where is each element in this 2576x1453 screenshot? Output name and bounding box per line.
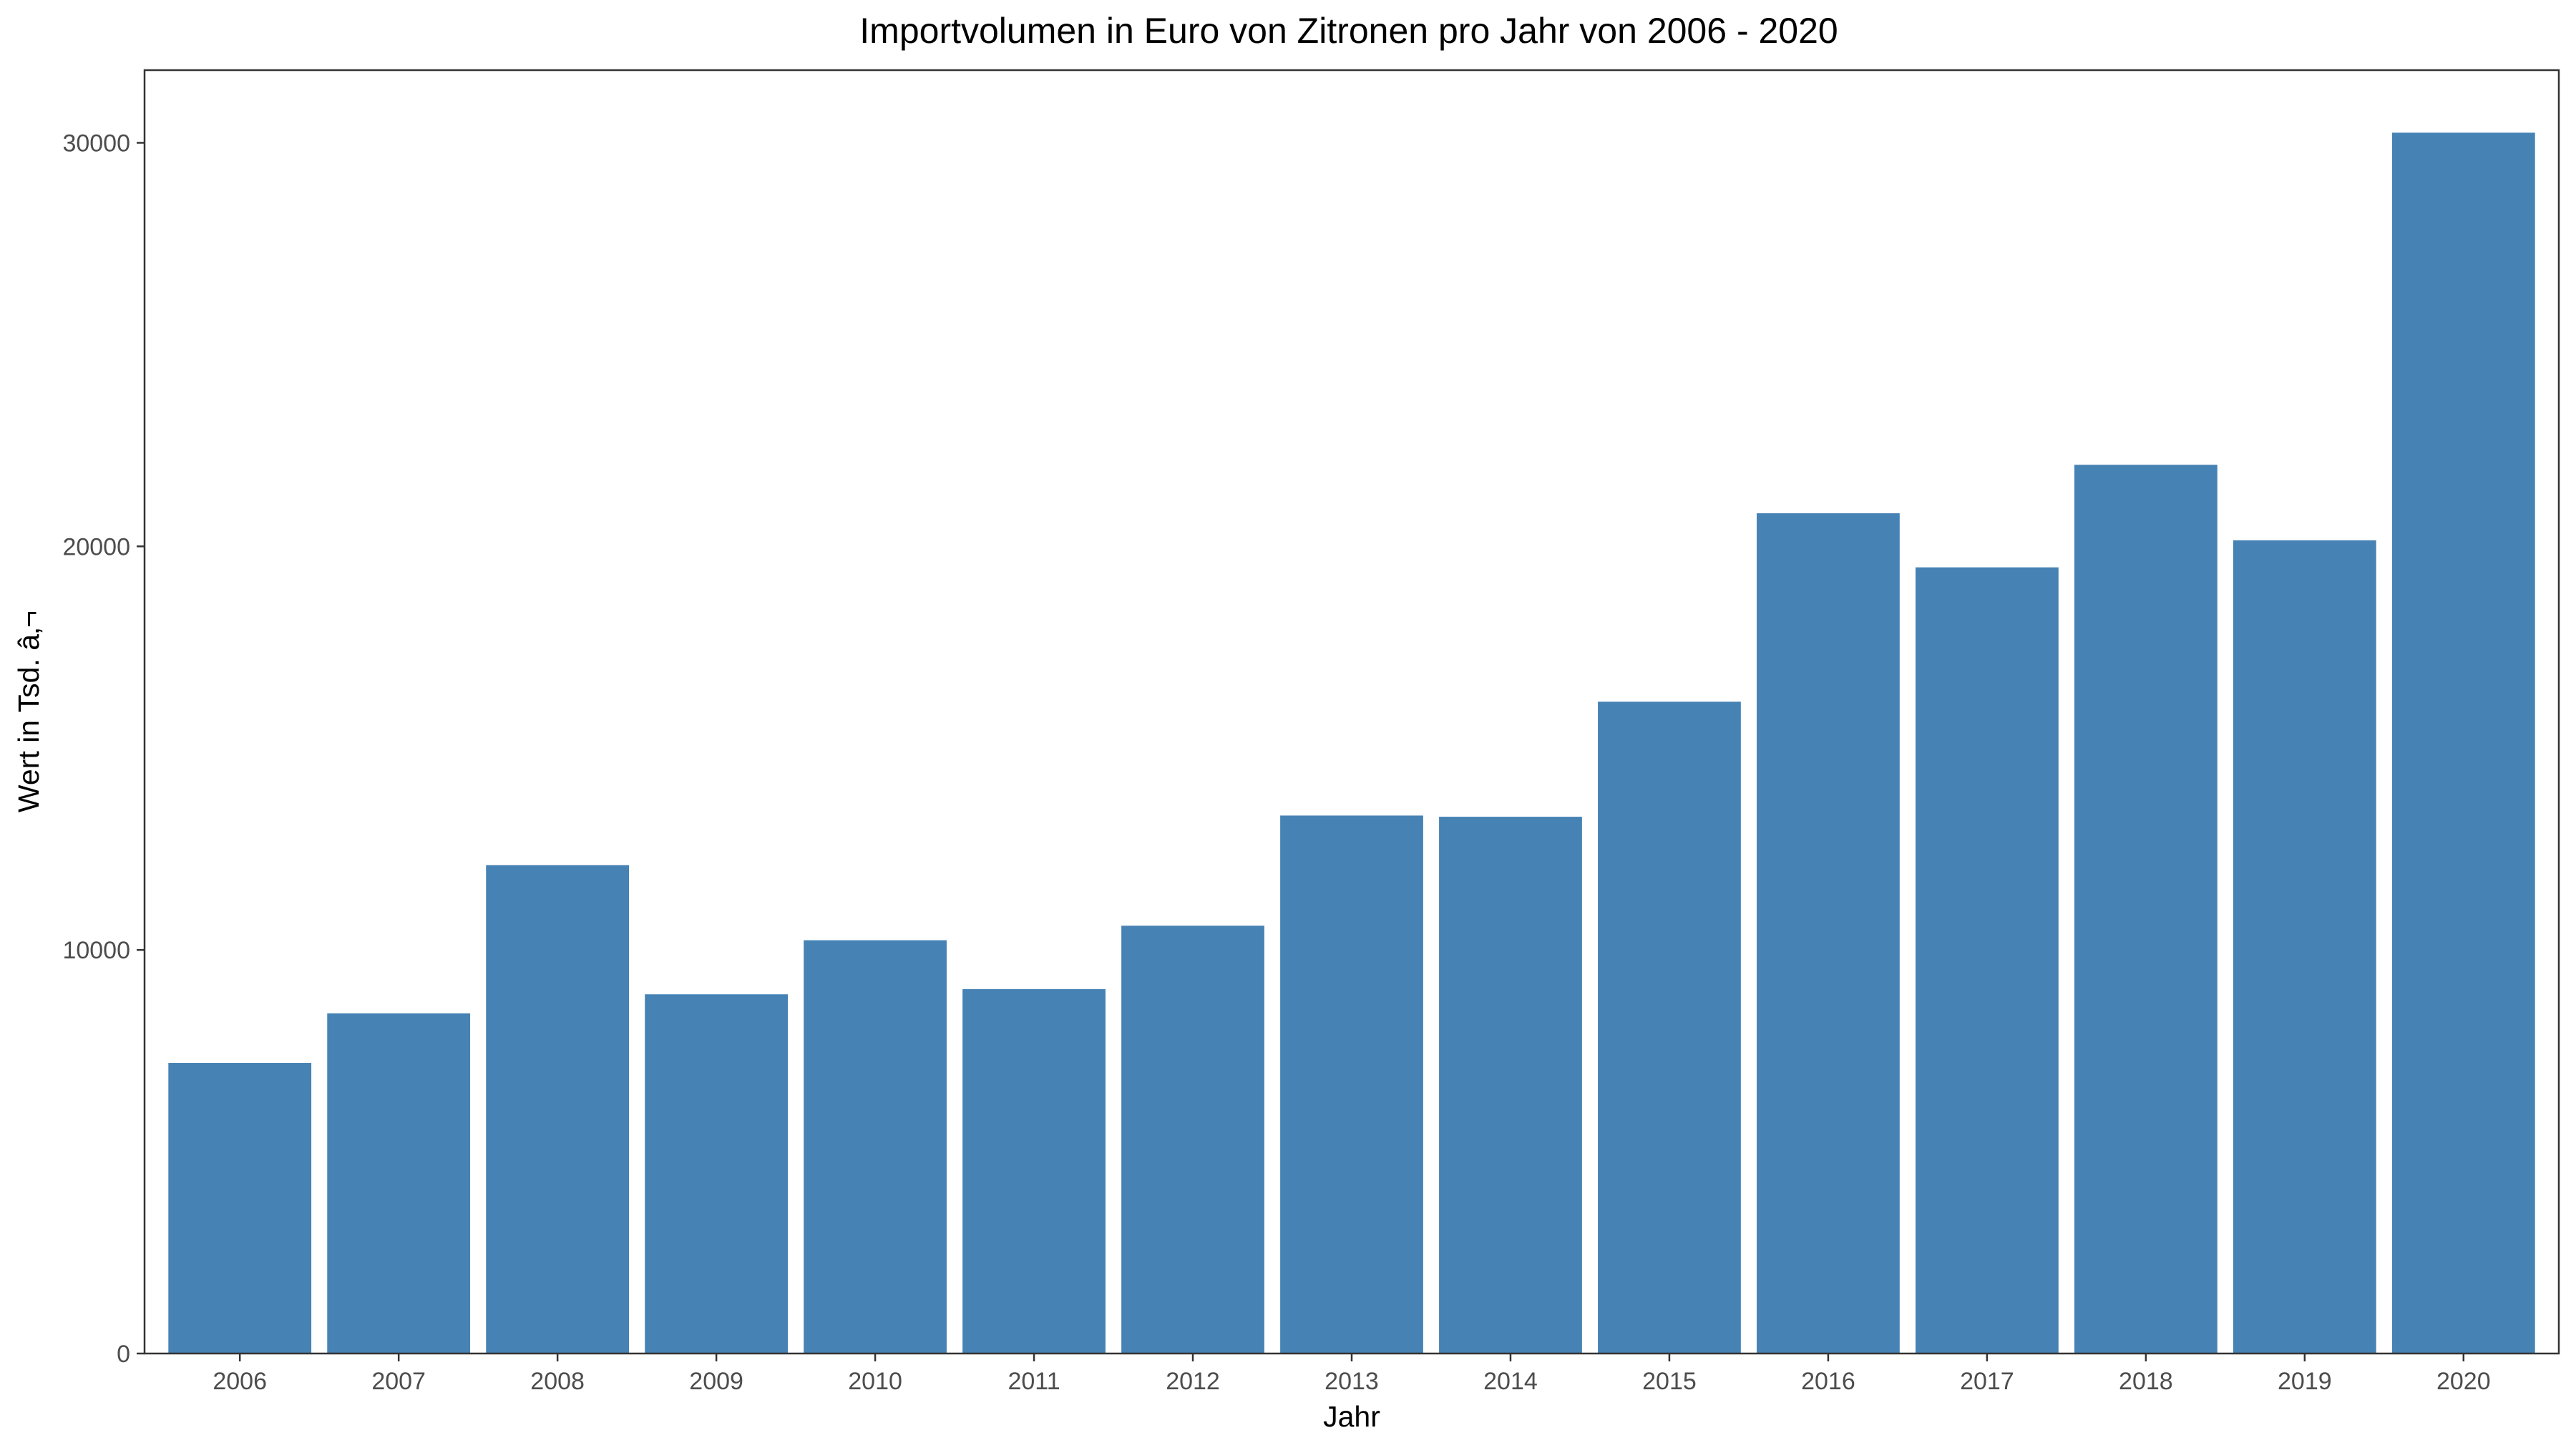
x-tick-label: 2018	[2119, 1368, 2173, 1395]
x-tick-label: 2007	[371, 1368, 426, 1395]
x-tick-label: 2014	[1483, 1368, 1538, 1395]
y-tick-label: 0	[117, 1341, 130, 1368]
bar-2011	[962, 988, 1106, 1354]
x-tick-label: 2020	[2436, 1368, 2491, 1395]
x-axis: 2006 2007 2008 2009 2010 2011 2012 2013 2014 2015…	[213, 1354, 2491, 1395]
bar-2013	[1280, 815, 1423, 1354]
bar-2010	[804, 940, 947, 1354]
bar-2006	[168, 1063, 312, 1354]
y-tick-label: 30000	[62, 130, 130, 157]
x-tick-label: 2013	[1324, 1368, 1379, 1395]
x-tick-label: 2009	[689, 1368, 743, 1395]
x-tick-label: 2017	[1960, 1368, 2014, 1395]
x-tick-label: 2010	[848, 1368, 902, 1395]
x-tick-label: 2019	[2278, 1368, 2332, 1395]
bar-2017	[1916, 567, 2059, 1354]
bars-layer	[168, 132, 2535, 1354]
x-tick-label: 2008	[530, 1368, 585, 1395]
x-tick-label: 2016	[1801, 1368, 1855, 1395]
bar-2008	[486, 865, 630, 1354]
x-tick-label: 2006	[213, 1368, 267, 1395]
bar-2012	[1121, 925, 1264, 1354]
bar-2015	[1598, 701, 1741, 1354]
y-axis: 0 10000 20000 30000	[62, 130, 145, 1368]
bar-2016	[1757, 513, 1900, 1354]
bar-2007	[327, 1013, 471, 1354]
bar-2020	[2391, 132, 2535, 1354]
bar-2014	[1439, 817, 1582, 1354]
bar-2018	[2074, 465, 2218, 1354]
x-tick-label: 2015	[1642, 1368, 1697, 1395]
x-tick-label: 2012	[1166, 1368, 1220, 1395]
bar-2019	[2233, 540, 2376, 1354]
panel-border	[143, 69, 2560, 1355]
x-tick-label: 2011	[1008, 1368, 1060, 1395]
y-tick-label: 20000	[62, 533, 130, 560]
chart-title: Importvolumen in Euro von Zitronen pro J…	[859, 11, 1838, 51]
y-tick-label: 10000	[62, 937, 130, 964]
bar-2009	[645, 994, 788, 1354]
x-axis-title: Jahr	[1323, 1400, 1380, 1433]
y-axis-title: Wert in Tsd. â‚¬	[12, 611, 45, 812]
